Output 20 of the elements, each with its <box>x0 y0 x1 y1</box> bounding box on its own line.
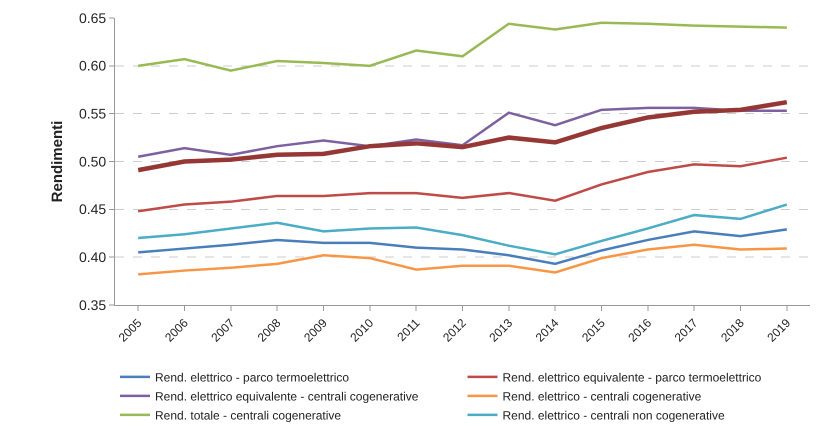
y-tick-label: 0.40 <box>78 249 106 266</box>
y-axis-title: Rendimenti <box>49 120 66 202</box>
y-tick-label: 0.65 <box>78 10 106 26</box>
y-tick-label: 0.50 <box>78 153 106 170</box>
legend-label: Rend. elettrico - parco termoelettrico <box>155 370 350 385</box>
y-tick-label: 0.60 <box>78 58 106 74</box>
legend-label: Rend. elettrico equivalente - centrali cogenerative <box>155 390 419 404</box>
legend-label: Rend. elettrico - centrali cogenerative <box>502 390 702 404</box>
line-series <box>136 203 788 256</box>
line-series <box>136 156 788 212</box>
line-series <box>136 100 790 172</box>
line-series <box>136 22 788 72</box>
y-tick-label: 0.45 <box>78 201 106 218</box>
y-tick-label: 0.35 <box>78 296 106 313</box>
legend-label: Rend. elettrico - centrali non cogenerative <box>502 408 725 423</box>
line-series <box>136 243 788 276</box>
y-tick-label: 0.55 <box>78 106 106 122</box>
legend-label: Rend. totale - centrali cogenerative <box>155 408 342 423</box>
line-series <box>136 228 788 266</box>
legend-label: Rend. elettrico equivalente - parco termoelettrico <box>502 370 762 385</box>
